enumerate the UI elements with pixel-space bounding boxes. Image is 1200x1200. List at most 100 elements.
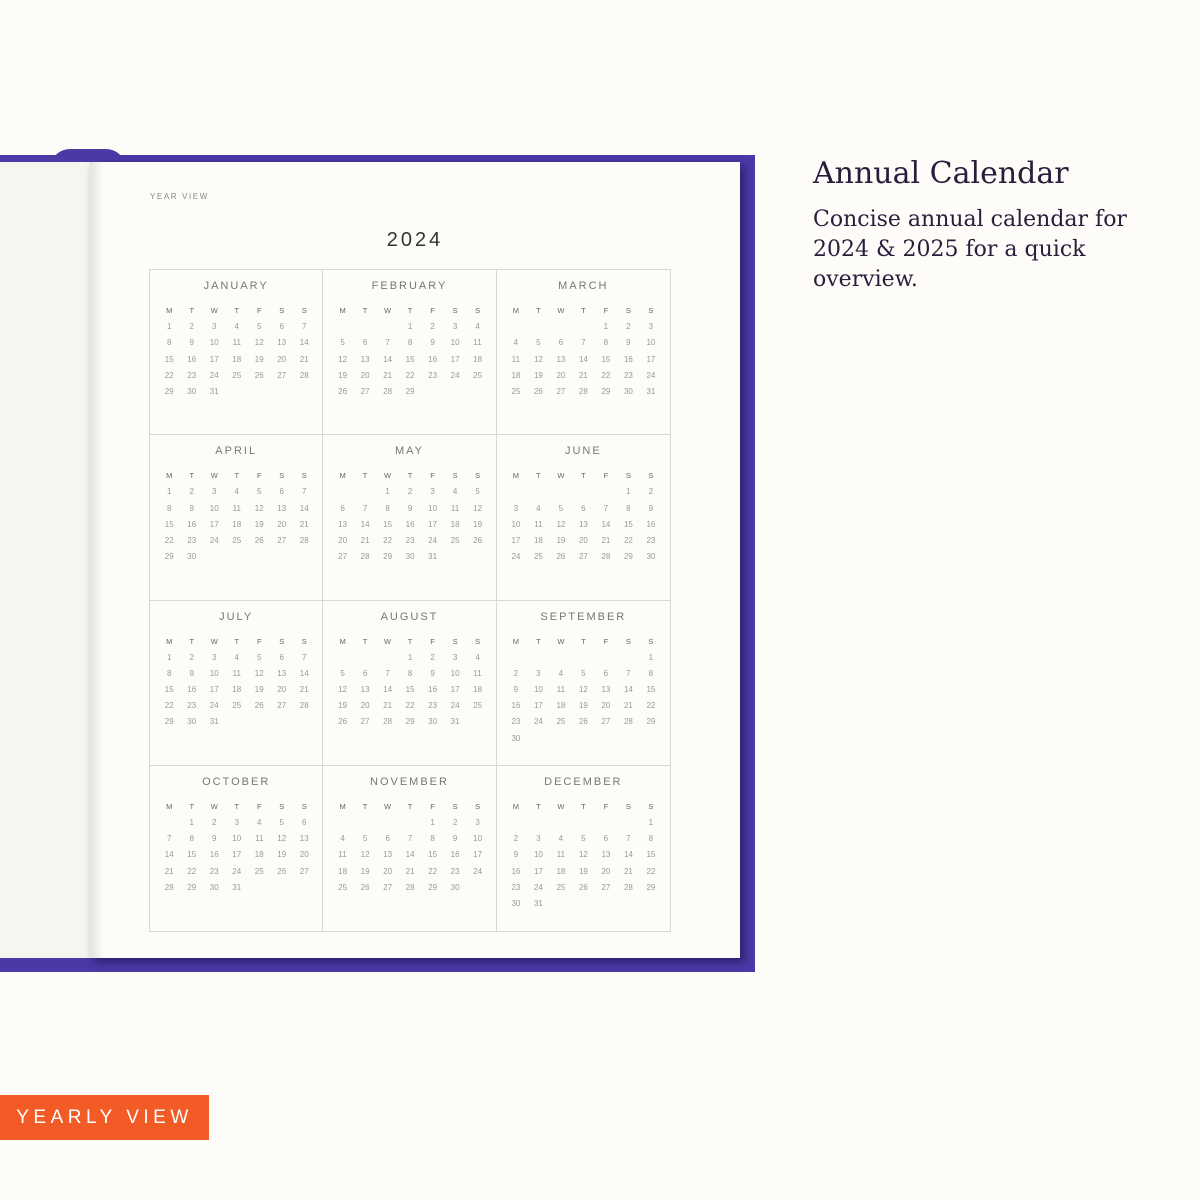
weekday-label: W (557, 801, 565, 811)
day-cell: 30 (623, 386, 633, 396)
day-cell: 19 (338, 370, 348, 380)
day-cell: 25 (254, 866, 264, 876)
day-cell: 31 (646, 386, 656, 396)
month-days: M T W T F S S 1 2 3 4 5 6 7 8 9 10 11 12 13 14 15 16 17 18 19 20 21… (505, 637, 663, 750)
weekday-label: F (430, 306, 435, 315)
day-cell: 5 (362, 834, 368, 844)
day-cell: 26 (277, 866, 287, 876)
day-cell: 1 (189, 817, 194, 827)
day-cell: 28 (383, 386, 393, 396)
day-cell: 3 (475, 817, 480, 827)
day-cell: 6 (385, 834, 390, 844)
day-cell: 13 (360, 354, 370, 364)
day-cell: 9 (189, 338, 194, 348)
day-cell: 29 (623, 552, 633, 562)
day-cell: 14 (405, 850, 415, 860)
day-cell: 17 (209, 519, 219, 529)
day-cell: 11 (232, 338, 241, 348)
day-cell: 21 (164, 866, 174, 876)
day-cell: 4 (234, 322, 239, 332)
day-cell: 19 (578, 866, 588, 876)
day-cell: 26 (533, 386, 543, 396)
day-cell: 3 (536, 834, 541, 844)
day-cell: 1 (648, 817, 654, 827)
empty-cell (331, 322, 354, 338)
day-cell: 7 (407, 834, 413, 844)
day-cell: 21 (623, 866, 633, 876)
day-cell: 22 (164, 701, 174, 711)
day-cell: 24 (450, 701, 460, 711)
day-cell: 31 (428, 552, 438, 562)
day-cell: 21 (601, 536, 611, 545)
day-cell: 22 (164, 536, 174, 545)
day-cell: 11 (338, 850, 347, 860)
day-cell: 17 (428, 519, 438, 529)
day-cell: 6 (581, 503, 586, 513)
day-cell: 16 (428, 685, 438, 695)
day-cell: 5 (257, 322, 262, 332)
day-cell: 22 (164, 370, 174, 380)
day-cell: 13 (277, 338, 287, 348)
day-cell: 28 (623, 717, 633, 727)
day-cell: 7 (385, 338, 390, 348)
month-days: M T W T F S S 1 2 3 4 5 6 7 8 9 10 11 12 13 14 15 16 17 18 19 20 21… (331, 306, 489, 403)
empty-cell (595, 653, 618, 669)
weekday-label: T (581, 636, 586, 646)
day-cell: 29 (405, 386, 415, 396)
day-cell: 30 (511, 898, 521, 908)
day-cell: 10 (428, 503, 438, 513)
day-cell: 24 (473, 866, 483, 876)
day-cell: 16 (450, 850, 460, 860)
month-name: MAY (394, 445, 424, 458)
day-cell: 14 (299, 668, 309, 678)
day-cell: 26 (556, 552, 566, 562)
day-cell: 14 (383, 354, 393, 364)
day-cell: 2 (513, 834, 519, 844)
weekday-label: S (301, 636, 307, 646)
day-cell: 19 (578, 701, 588, 711)
empty-cell (617, 653, 640, 669)
months-grid: JANUARY M T W T F S S 1 2 3 4 5 6 7 8 9 10 11 12 13 14 15 16 17 1… (149, 269, 671, 932)
day-cell: 6 (558, 338, 564, 348)
day-cell: 1 (385, 487, 390, 497)
day-cell: 17 (209, 685, 219, 695)
day-cell: 22 (383, 536, 393, 545)
day-cell: 15 (405, 685, 415, 695)
day-cell: 24 (511, 552, 521, 562)
day-cell: 8 (167, 338, 172, 348)
day-cell: 2 (189, 487, 194, 497)
day-cell: 18 (450, 519, 460, 529)
day-cell: 13 (601, 850, 611, 860)
day-cell: 8 (626, 503, 631, 513)
weekday-label: S (279, 306, 285, 315)
month-name: SEPTEMBER (540, 610, 627, 623)
day-cell: 26 (254, 536, 264, 545)
empty-cell (550, 322, 573, 338)
day-cell: 2 (513, 668, 519, 678)
weekday-label: M (512, 801, 520, 811)
day-cell: 19 (360, 866, 370, 876)
weekday-label: S (625, 471, 631, 481)
day-cell: 3 (513, 503, 519, 513)
day-cell: 20 (277, 354, 287, 364)
weekday-label: M (512, 471, 520, 481)
day-cell: 28 (383, 717, 393, 727)
day-cell: 9 (212, 834, 217, 844)
day-cell: 23 (450, 866, 460, 876)
day-cell: 12 (338, 354, 348, 364)
empty-cell (376, 322, 399, 338)
day-cell: 28 (299, 701, 309, 711)
day-cell: 10 (511, 519, 521, 529)
empty-cell (572, 322, 595, 338)
day-cell: 26 (338, 717, 348, 727)
weekday-label: F (256, 306, 262, 315)
day-cell: 2 (452, 817, 458, 827)
empty-cell (572, 653, 595, 669)
day-cell: 7 (302, 487, 307, 497)
weekday-label: T (581, 801, 586, 811)
month-january: JANUARY M T W T F S S 1 2 3 4 5 6 7 8 9 10 11 12 13 14 15 16 17 1… (150, 270, 324, 436)
day-cell: 22 (428, 866, 438, 876)
day-cell: 7 (302, 652, 307, 662)
day-cell: 16 (209, 850, 219, 860)
day-cell: 21 (299, 354, 309, 364)
